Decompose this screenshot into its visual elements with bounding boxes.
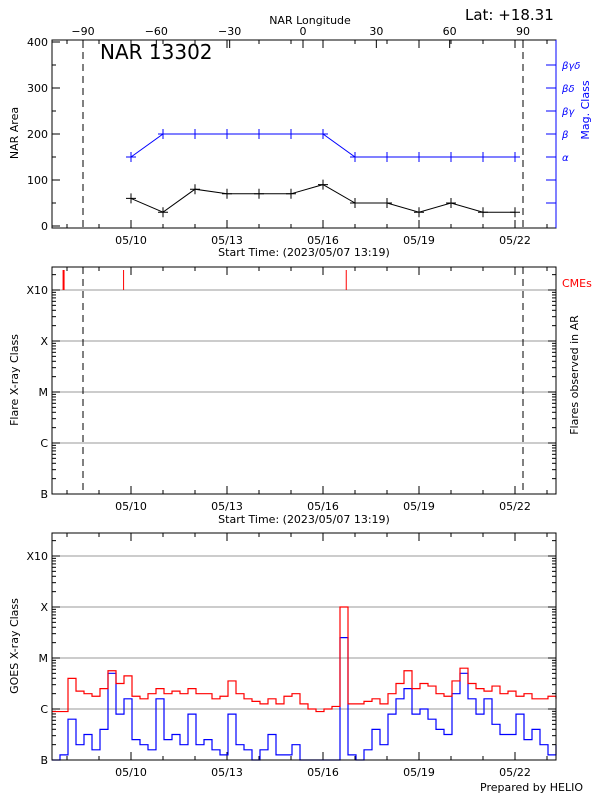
p1-x-tick-label: 05/16 bbox=[307, 234, 339, 247]
p3-x-tick-label: 05/19 bbox=[403, 766, 435, 779]
p2-x-tick-label: 05/22 bbox=[499, 500, 531, 513]
x-axis-label-2: Start Time: (2023/05/07 13:19) bbox=[218, 513, 390, 526]
nar-area-point bbox=[254, 188, 264, 199]
mag-class-point bbox=[222, 129, 232, 139]
y-axis-label-flare: Flare X-ray Class bbox=[8, 334, 21, 426]
p2-y-tick-label: C bbox=[40, 437, 48, 450]
p1-y-tick-label: 300 bbox=[27, 82, 48, 95]
p3-x-tick-label: 05/22 bbox=[499, 766, 531, 779]
nar-area-point bbox=[158, 207, 168, 218]
mag-class-point bbox=[254, 129, 264, 139]
footer-credit: Prepared by HELIO bbox=[480, 781, 583, 794]
p1-mag-tick-label: βγ bbox=[561, 107, 575, 118]
p1-lon-tick-label: −30 bbox=[218, 25, 241, 38]
p1-x-tick-label: 05/13 bbox=[211, 234, 243, 247]
p3-x-tick-label: 05/10 bbox=[115, 766, 147, 779]
goes-long-channel-line bbox=[52, 606, 557, 713]
p1-y-tick-label: 200 bbox=[27, 128, 48, 141]
mag-class-point bbox=[446, 152, 456, 162]
x-axis-label-1: Start Time: (2023/05/07 13:19) bbox=[218, 246, 390, 259]
p1-y-tick-label: 0 bbox=[41, 220, 48, 233]
p1-lon-tick-label: 90 bbox=[516, 25, 530, 38]
nar-area-point bbox=[382, 198, 392, 208]
nar-area-point bbox=[318, 179, 328, 190]
mag-class-point bbox=[190, 129, 200, 139]
p2-x-tick-label: 05/10 bbox=[115, 500, 147, 513]
latitude-label: Lat: +18.31 bbox=[465, 6, 554, 24]
p1-x-tick-label: 05/19 bbox=[403, 234, 435, 247]
y-axis-label-area: NAR Area bbox=[8, 107, 21, 159]
nar-area-point bbox=[126, 193, 136, 204]
mag-class-point bbox=[382, 152, 392, 162]
p2-y-tick-label: M bbox=[39, 386, 49, 399]
y2-axis-label-flares-in-ar: Flares observed in AR bbox=[568, 315, 581, 435]
mag-class-point bbox=[510, 152, 520, 162]
p3-x-tick-label: 05/13 bbox=[211, 766, 243, 779]
nar-area-point bbox=[190, 184, 200, 195]
mag-class-point bbox=[286, 129, 296, 139]
mag-class-point bbox=[350, 152, 360, 162]
p3-y-tick-label: X bbox=[40, 601, 48, 614]
p1-x-tick-label: 05/22 bbox=[499, 234, 531, 247]
p2-x-tick-label: 05/16 bbox=[307, 500, 339, 513]
mag-class-point bbox=[126, 152, 136, 162]
p2-frame bbox=[51, 266, 557, 495]
p1-lon-tick-label: 0 bbox=[300, 25, 307, 38]
p1-y-tick-label: 100 bbox=[27, 174, 48, 187]
p3-y-tick-label: C bbox=[40, 703, 48, 716]
p1-lon-tick-label: −60 bbox=[145, 25, 168, 38]
p3-y-tick-label: B bbox=[40, 754, 48, 767]
p2-y-tick-label: X10 bbox=[26, 284, 48, 297]
nar-area-point bbox=[478, 207, 488, 218]
p2-x-tick-label: 05/13 bbox=[211, 500, 243, 513]
nar-area-point bbox=[510, 207, 520, 218]
mag-class-point bbox=[158, 129, 168, 139]
cme-label: CMEs bbox=[562, 277, 592, 290]
nar-area-point bbox=[286, 188, 296, 199]
mag-class-point bbox=[414, 152, 424, 162]
p1-mag-tick-label: βδ bbox=[561, 84, 575, 95]
p1-mag-tick-label: βγδ bbox=[561, 61, 580, 72]
p2-y-tick-label: X bbox=[40, 335, 48, 348]
mag-class-point bbox=[318, 129, 328, 139]
p1-mag-tick-label: α bbox=[562, 153, 569, 164]
nar-area-point bbox=[414, 207, 424, 218]
p3-y-tick-label: X10 bbox=[26, 550, 48, 563]
p1-mag-tick-label: β bbox=[561, 130, 569, 141]
mag-class-point bbox=[478, 152, 488, 162]
y2-axis-label-mag: Mag. Class bbox=[579, 80, 592, 139]
p1-lon-tick-label: 60 bbox=[443, 25, 457, 38]
y-axis-label-goes: GOES X-ray Class bbox=[8, 598, 21, 694]
p3-x-tick-label: 05/16 bbox=[307, 766, 339, 779]
nar-area-point bbox=[222, 188, 232, 199]
p1-x-tick-label: 05/10 bbox=[115, 234, 147, 247]
p1-y-tick-label: 400 bbox=[27, 36, 48, 49]
nar-area-point bbox=[446, 198, 456, 208]
p1-lon-tick-label: 30 bbox=[369, 25, 383, 38]
p2-y-tick-label: B bbox=[40, 488, 48, 501]
goes-short-channel-line bbox=[52, 637, 557, 761]
p3-y-tick-label: M bbox=[39, 652, 49, 665]
p3-frame-overlay bbox=[51, 532, 557, 761]
p2-x-tick-label: 05/19 bbox=[403, 500, 435, 513]
p1-lon-tick-label: −90 bbox=[71, 25, 94, 38]
top-axis-label: NAR Longitude bbox=[269, 14, 351, 27]
nar-area-point bbox=[350, 198, 360, 208]
